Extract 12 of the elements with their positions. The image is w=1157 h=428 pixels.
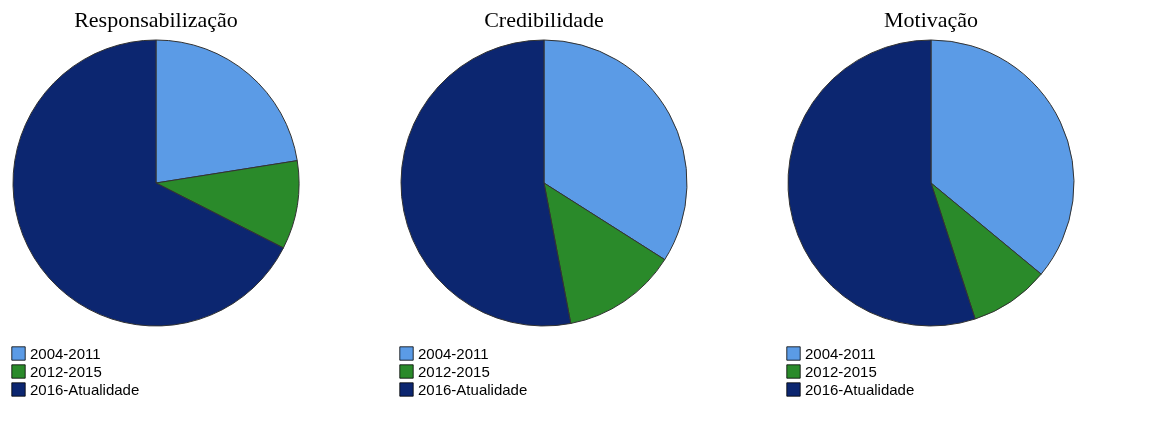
legend-label: 2004-2011 (30, 344, 101, 362)
legend-label: 2016-Atualidade (805, 380, 915, 398)
chart-title: Credibilidade (483, 7, 604, 32)
legend-label: 2012-2015 (805, 362, 877, 380)
chart-title: Motivação (883, 7, 979, 32)
legend-label: 2012-2015 (30, 362, 102, 380)
legend-label: 2016-Atualidade (417, 380, 527, 398)
chart-title: Responsabilização (74, 7, 238, 32)
legend-label: 2004-2011 (417, 344, 489, 362)
legend-label: 2012-2015 (417, 362, 490, 380)
legend-label: 2004-2011 (805, 344, 876, 362)
legend-label: 2016-Atualidade (30, 380, 140, 398)
